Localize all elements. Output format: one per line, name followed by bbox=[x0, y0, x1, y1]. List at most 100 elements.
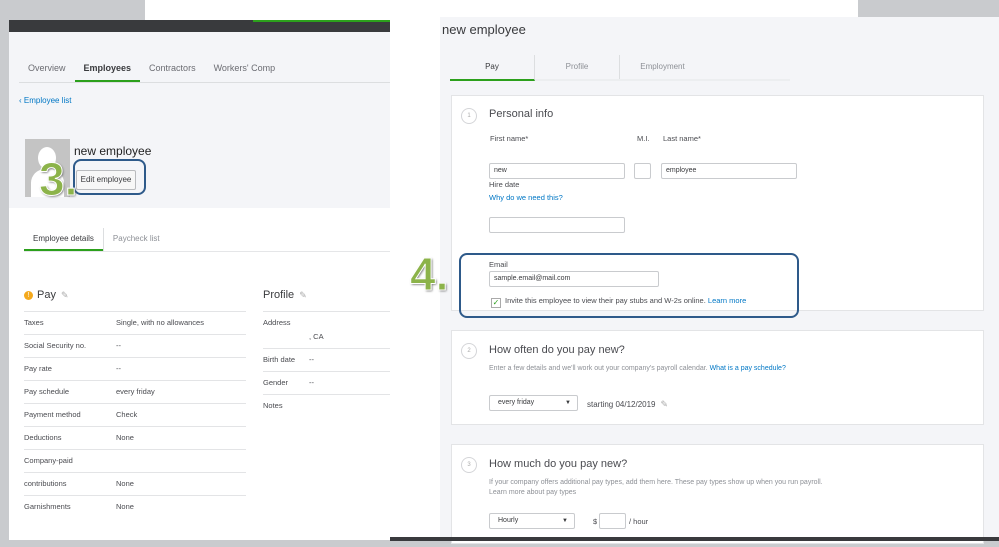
employee-tabs: Overview Employees Contractors Workers' … bbox=[19, 56, 399, 83]
detail-row: Address , CA bbox=[263, 311, 403, 348]
pay-types-link[interactable]: Learn more about pay types bbox=[489, 489, 577, 496]
hire-date-input[interactable] bbox=[489, 217, 625, 233]
row-value: None bbox=[116, 433, 134, 442]
tab-employment[interactable]: Employment bbox=[640, 62, 685, 71]
pencil-icon[interactable]: ✎ bbox=[60, 290, 69, 300]
employee-detail-panel: Overview Employees Contractors Workers' … bbox=[9, 20, 409, 540]
employee-name: new employee bbox=[74, 144, 152, 158]
detail-row: Birth date -- bbox=[263, 348, 403, 371]
avatar bbox=[25, 139, 70, 197]
profile-section-title: Profile ✎ bbox=[263, 289, 307, 301]
last-name-label: Last name* bbox=[663, 134, 701, 143]
row-label: Notes bbox=[263, 401, 283, 410]
highlight-box bbox=[73, 159, 146, 195]
detail-row: contributions None bbox=[24, 472, 246, 495]
why-need-this-link[interactable]: Why do we need this? bbox=[489, 193, 563, 202]
email-label: Email bbox=[489, 260, 508, 269]
start-date: starting 04/12/2019 bbox=[587, 400, 656, 409]
invite-checkbox-row: ✓ Invite this employee to view their pay … bbox=[491, 296, 747, 308]
detail-row: Gender -- bbox=[263, 371, 403, 394]
pay-section-title: ! Pay ✎ bbox=[24, 289, 69, 301]
mi-label: M.I. bbox=[637, 134, 650, 143]
detail-row: Notes bbox=[263, 394, 403, 417]
tab-employee-details[interactable]: Employee details bbox=[24, 228, 103, 251]
step-number: 1 bbox=[461, 108, 477, 124]
section-title: Personal info bbox=[489, 108, 554, 120]
row-value: -- bbox=[116, 341, 121, 350]
email-input[interactable]: sample.email@mail.com bbox=[489, 271, 659, 287]
background-window bbox=[145, 0, 858, 20]
caret-down-icon: ▼ bbox=[565, 400, 571, 406]
detail-row: Deductions None bbox=[24, 426, 246, 449]
pay-schedule-card: 2 How often do you pay new? Enter a few … bbox=[451, 330, 984, 425]
step-number: 3 bbox=[461, 457, 477, 473]
personal-info-card: 1 Personal info First name* new M.I. Las… bbox=[451, 95, 984, 318]
profile-details-table: Address , CA Birth date -- Gender -- Notes bbox=[263, 311, 403, 417]
mi-input[interactable] bbox=[634, 163, 651, 179]
new-employee-form: new employee Pay Profile Employment 1 Pe… bbox=[390, 17, 999, 544]
pay-type-select[interactable]: Hourly ▼ bbox=[489, 513, 575, 529]
step-marker-4: 4. bbox=[409, 248, 449, 301]
tab-workers-comp[interactable]: Workers' Comp bbox=[213, 63, 276, 73]
row-label: Birth date bbox=[263, 355, 296, 364]
row-value: -- bbox=[309, 355, 314, 364]
bottom-bar bbox=[390, 537, 999, 541]
last-name-input[interactable]: employee bbox=[661, 163, 797, 179]
tab-pay[interactable]: Pay bbox=[450, 55, 535, 81]
row-label: Company-paid bbox=[24, 456, 73, 465]
invite-checkbox[interactable]: ✓ bbox=[491, 298, 501, 308]
row-label: Pay schedule bbox=[24, 387, 70, 396]
edit-employee-button[interactable]: Edit employee bbox=[76, 170, 136, 190]
first-name-label: First name* bbox=[490, 134, 529, 143]
detail-row: Company-paid bbox=[24, 449, 246, 472]
row-value: , CA bbox=[309, 332, 324, 341]
detail-subtabs: Employee details Paycheck list bbox=[24, 228, 404, 252]
tab-paycheck-list[interactable]: Paycheck list bbox=[102, 228, 169, 251]
pay-schedule-link[interactable]: What is a pay schedule? bbox=[709, 365, 786, 372]
row-value: -- bbox=[116, 364, 121, 373]
row-label: Payment method bbox=[24, 410, 81, 419]
detail-row: Pay rate -- bbox=[24, 357, 246, 380]
row-label: Garnishments bbox=[24, 502, 71, 511]
row-label: Taxes bbox=[24, 318, 44, 327]
row-label: Pay rate bbox=[24, 364, 52, 373]
highlight-box bbox=[459, 253, 799, 318]
pay-schedule-select[interactable]: every friday ▼ bbox=[489, 395, 578, 411]
step-marker-3: 3. bbox=[38, 153, 78, 206]
step-number: 2 bbox=[461, 343, 477, 359]
row-value: None bbox=[116, 479, 134, 488]
section-title: How much do you pay new? bbox=[489, 458, 628, 470]
form-tabs: Pay Profile Employment bbox=[450, 55, 790, 81]
detail-row: Payment method Check bbox=[24, 403, 246, 426]
pay-amount-card: 3 How much do you pay new? If your compa… bbox=[451, 444, 984, 544]
detail-row: Social Security no. -- bbox=[24, 334, 246, 357]
first-name-input[interactable]: new bbox=[489, 163, 625, 179]
detail-row: Pay schedule every friday bbox=[24, 380, 246, 403]
row-value: -- bbox=[309, 378, 314, 387]
employee-list-link[interactable]: ‹ Employee list bbox=[19, 96, 72, 105]
top-bar bbox=[9, 20, 409, 32]
caret-down-icon: ▼ bbox=[562, 518, 568, 524]
row-value: Check bbox=[116, 410, 138, 419]
row-value: Single, with no allowances bbox=[116, 318, 204, 327]
learn-more-link[interactable]: Learn more bbox=[707, 296, 747, 305]
detail-row: Taxes Single, with no allowances bbox=[24, 311, 246, 334]
tab-profile[interactable]: Profile bbox=[535, 55, 620, 79]
chevron-left-icon: ‹ bbox=[19, 96, 24, 105]
row-label: Gender bbox=[263, 378, 289, 387]
form-title: new employee bbox=[442, 22, 526, 37]
detail-row: Garnishments None bbox=[24, 495, 246, 518]
row-label: Address bbox=[263, 318, 291, 327]
tab-overview[interactable]: Overview bbox=[28, 63, 66, 73]
row-label: contributions bbox=[24, 479, 67, 488]
pay-details-table: Taxes Single, with no allowances Social Se… bbox=[24, 311, 246, 518]
tab-contractors[interactable]: Contractors bbox=[149, 63, 196, 73]
tab-employees[interactable]: Employees bbox=[74, 56, 141, 82]
row-label: Deductions bbox=[24, 433, 62, 442]
pencil-icon[interactable]: ✎ bbox=[660, 399, 669, 409]
row-label: Social Security no. bbox=[24, 341, 87, 350]
pencil-icon[interactable]: ✎ bbox=[299, 290, 307, 300]
pay-rate-input[interactable] bbox=[599, 513, 626, 529]
warning-icon: ! bbox=[24, 291, 33, 300]
row-value: every friday bbox=[116, 387, 155, 396]
